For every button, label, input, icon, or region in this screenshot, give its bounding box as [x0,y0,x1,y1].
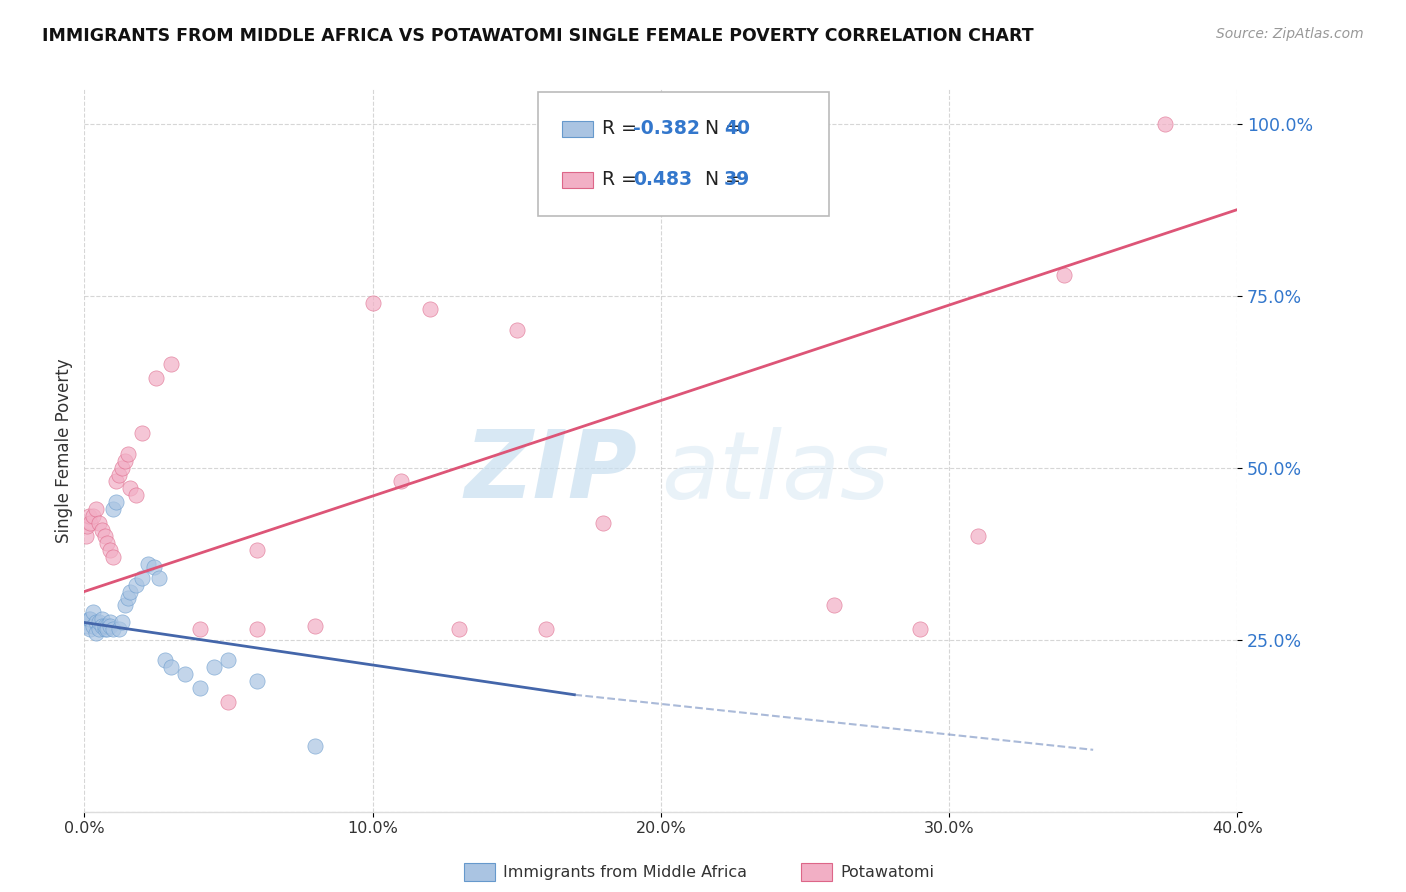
Point [84,502,107,516]
Point [111,460,134,475]
Point [188,623,211,637]
Text: Immigrants from Middle Africa: Immigrants from Middle Africa [503,865,748,880]
Point [160,358,183,372]
Point [117,447,139,461]
Point [188,681,211,695]
Point [174,667,197,681]
Point [87,516,110,530]
Text: R =: R = [602,120,643,138]
Point [304,619,326,633]
Text: Source: ZipAtlas.com: Source: ZipAtlas.com [1216,27,1364,41]
Point [96,623,118,637]
Point [967,529,990,543]
Point [93,623,115,637]
Point [108,623,131,637]
Text: IMMIGRANTS FROM MIDDLE AFRICA VS POTAWATOMI SINGLE FEMALE POVERTY CORRELATION CH: IMMIGRANTS FROM MIDDLE AFRICA VS POTAWAT… [42,27,1033,45]
Point [105,475,128,489]
Point [84,615,107,630]
Point [76,519,98,533]
Point [79,623,101,637]
Point [361,295,384,310]
Text: 40: 40 [724,120,749,138]
Point [506,323,529,337]
Point [145,371,167,385]
Point [90,612,112,626]
Text: atlas: atlas [661,426,889,517]
Point [160,660,183,674]
Point [87,623,110,637]
Point [105,495,128,509]
Text: Potawatomi: Potawatomi [841,865,935,880]
Point [117,591,139,606]
Point [77,508,100,523]
Text: N =: N = [693,120,747,138]
Point [218,695,240,709]
Point [111,615,134,630]
Point [82,605,104,619]
Point [84,625,107,640]
Text: 0.483: 0.483 [633,170,692,189]
Point [304,739,326,754]
Point [142,560,165,574]
Point [136,557,159,571]
Point [449,623,471,637]
Point [108,467,131,482]
Point [93,529,115,543]
Point [131,426,153,441]
Point [114,454,136,468]
Point [246,543,269,558]
Point [246,623,269,637]
Point [82,619,104,633]
Point [90,619,112,633]
Point [218,653,240,667]
Point [125,488,148,502]
Point [592,516,614,530]
Point [391,475,413,489]
Text: -0.382: -0.382 [633,120,700,138]
Point [77,612,100,626]
Point [75,615,97,630]
Point [93,619,115,633]
Point [823,599,845,613]
Point [103,623,124,637]
Point [103,502,124,516]
Text: N =: N = [693,170,747,189]
Point [120,584,142,599]
Point [96,536,118,550]
Point [98,543,121,558]
Point [96,619,118,633]
Point [87,615,110,630]
Point [114,599,136,613]
Point [419,302,441,317]
Point [79,612,101,626]
Point [79,516,101,530]
Point [246,673,269,688]
Point [98,615,121,630]
Point [76,619,98,633]
Point [103,550,124,565]
Y-axis label: Single Female Poverty: Single Female Poverty [55,359,73,542]
Point [120,481,142,495]
Text: ZIP: ZIP [465,426,638,518]
Point [1154,117,1177,131]
Point [153,653,176,667]
Point [98,619,121,633]
Point [910,623,932,637]
Point [125,577,148,591]
Point [75,529,97,543]
Point [90,523,112,537]
Point [131,571,153,585]
Text: R =: R = [602,170,648,189]
Point [534,623,557,637]
Point [1053,268,1076,282]
Point [148,571,170,585]
Point [82,508,104,523]
Text: 39: 39 [724,170,751,189]
Point [202,660,225,674]
